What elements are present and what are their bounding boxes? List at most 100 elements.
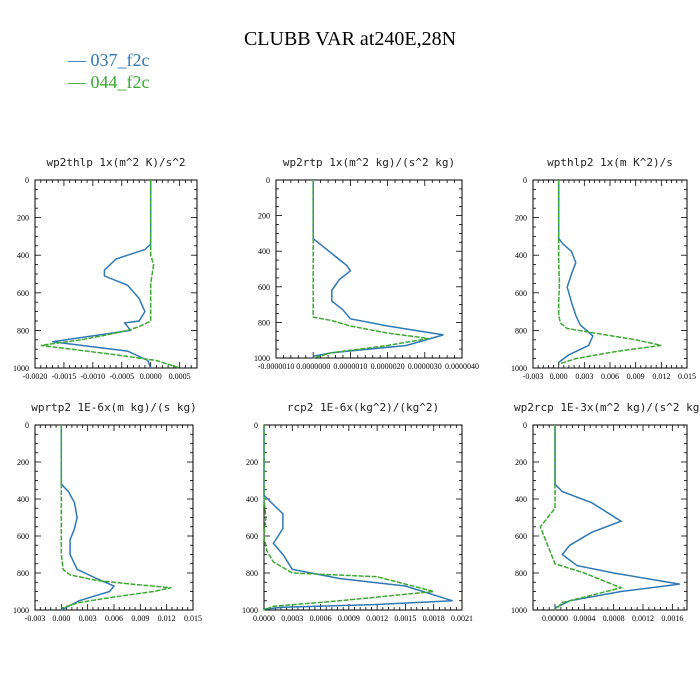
x-tick-label: 0.00000 [542,614,568,623]
y-tick-label: 600 [17,532,29,541]
x-tick-label: -0.0000010 [258,362,295,371]
y-tick-label: 200 [515,458,527,467]
x-tick-label: 0.0000010 [333,362,367,371]
y-tick-label: 200 [246,458,258,467]
y-tick-label: 0 [25,421,29,430]
x-tick-label: 0.0018 [423,614,445,623]
x-tick-label: 0.0000 [253,614,275,623]
y-tick-label: 0 [25,176,29,185]
y-tick-label: 800 [515,569,527,578]
y-tick-label: 200 [258,212,270,221]
x-tick-label: 0.0000020 [371,362,405,371]
x-tick-label: 0.012 [652,372,670,381]
panel-title: wp2rtp 1x(m^2 kg)/(s^2 kg) [283,156,455,169]
x-tick-label: -0.0020 [23,372,48,381]
x-tick-label: 0.015 [678,372,696,381]
y-tick-label: 800 [17,569,29,578]
x-tick-label: 0.0000030 [408,362,442,371]
panel-0: wp2thlp 1x(m^2 K)/s^202004006008001000-0… [13,156,198,381]
panel-title: wprtp2 1E-6x(m kg)/(s kg) [31,401,197,414]
y-tick-label: 400 [17,251,29,260]
series-line-044_f2c [60,425,172,609]
y-tick-label: 600 [515,289,527,298]
y-tick-label: 1000 [511,606,527,615]
plot-frame [532,179,688,369]
series-line-037_f2c [263,425,453,610]
y-tick-label: 0 [523,421,527,430]
panel-4: rcp2 1E-6x(kg^2)/(kg^2) 0 200 400 600 800 1000… [242,401,473,623]
y-tick-label: 600 [17,289,29,298]
plot-frame [263,424,463,611]
legend-entry-037: — 037_f2c [68,50,150,70]
panel-5: wp2rcp 1E-3x(m^2 kg)/(s^2 kg) 0 200 400 600 8… [511,401,700,623]
x-tick-label: 0.0006 [310,614,332,623]
y-tick-label: 400 [515,251,527,260]
panel-title: rcp2 1E-6x(kg^2)/(kg^2) [287,401,439,414]
series-line-037_f2c [557,180,594,364]
x-tick-label: -0.0015 [52,372,77,381]
x-tick-label: 0.003 [575,372,593,381]
series-line-044_f2c [40,180,180,369]
panel-title: wp2thlp 1x(m^2 K)/s^2 [46,156,185,169]
x-tick-label: 0.012 [158,614,176,623]
series-line-037_f2c [52,180,152,369]
y-tick-label: 1000 [13,364,29,373]
y-tick-label: 400 [515,495,527,504]
series-line-044_f2c [312,180,429,359]
y-tick-label: 1000 [254,354,270,363]
plot-frame [532,424,688,611]
y-tick-label: 600 [246,532,258,541]
x-tick-label: 0.009 [131,614,149,623]
y-tick-label: 200 [515,214,527,223]
panel-title: wp2rcp 1E-3x(m^2 kg)/(s^2 kg) [514,401,700,414]
y-tick-label: 1000 [13,606,29,615]
panel-3: wprtp2 1E-6x(m kg)/(s kg)0 200 400 600 800 10… [13,401,202,623]
y-tick-label: 600 [515,532,527,541]
x-tick-label: -0.0005 [109,372,134,381]
y-tick-label: 0 [254,421,258,430]
y-tick-label: 800 [258,318,270,327]
chart-title: CLUBB VAR at240E,28N [243,28,457,50]
x-tick-label: 0.0016 [661,614,683,623]
x-tick-label: -0.003 [523,372,544,381]
x-tick-label: 0.0012 [632,614,654,623]
y-tick-label: 0 [266,176,270,185]
y-tick-label: 400 [17,495,29,504]
plot-frame [34,179,198,369]
x-tick-label: 0.0008 [603,614,625,623]
y-tick-label: 400 [246,495,258,504]
x-tick-label: 0.015 [184,614,202,623]
x-tick-label: 0.0009 [338,614,360,623]
series-line-044_f2c [539,425,624,611]
panel-1: wp2rtp 1x(m^2 kg)/(s^2 kg) 0 200 400 600 800 1… [254,156,479,371]
x-tick-label: 0.0000000 [296,362,330,371]
series-line-037_f2c [554,425,680,609]
x-tick-label: 0.003 [79,614,97,623]
x-tick-label: 0.009 [627,372,645,381]
x-tick-label: -0.003 [25,614,46,623]
y-tick-label: 800 [246,569,258,578]
series-line-037_f2c [312,180,444,357]
x-tick-label: 0.0012 [366,614,388,623]
x-tick-label: 0.0015 [394,614,416,623]
plot-frame [275,179,463,359]
x-tick-label: 0.0005 [169,372,191,381]
x-tick-label: 0.000 [52,614,70,623]
x-tick-label: 0.006 [601,372,619,381]
y-tick-label: 0 [523,176,527,185]
x-tick-label: 0.000 [550,372,568,381]
x-tick-label: -0.0010 [81,372,106,381]
x-tick-label: 0.0021 [451,614,473,623]
x-tick-label: 0.0003 [281,614,303,623]
x-tick-label: 0.006 [105,614,123,623]
y-tick-label: 600 [258,283,270,292]
y-tick-label: 800 [515,326,527,335]
x-tick-label: 0.0004 [573,614,595,623]
y-tick-label: 800 [17,326,29,335]
x-tick-label: 0.0000 [140,372,162,381]
legend-entry-044: — 044_f2c [68,72,150,92]
y-tick-label: 200 [17,458,29,467]
x-tick-label: 0.0000040 [445,362,479,371]
y-tick-label: 400 [258,247,270,256]
